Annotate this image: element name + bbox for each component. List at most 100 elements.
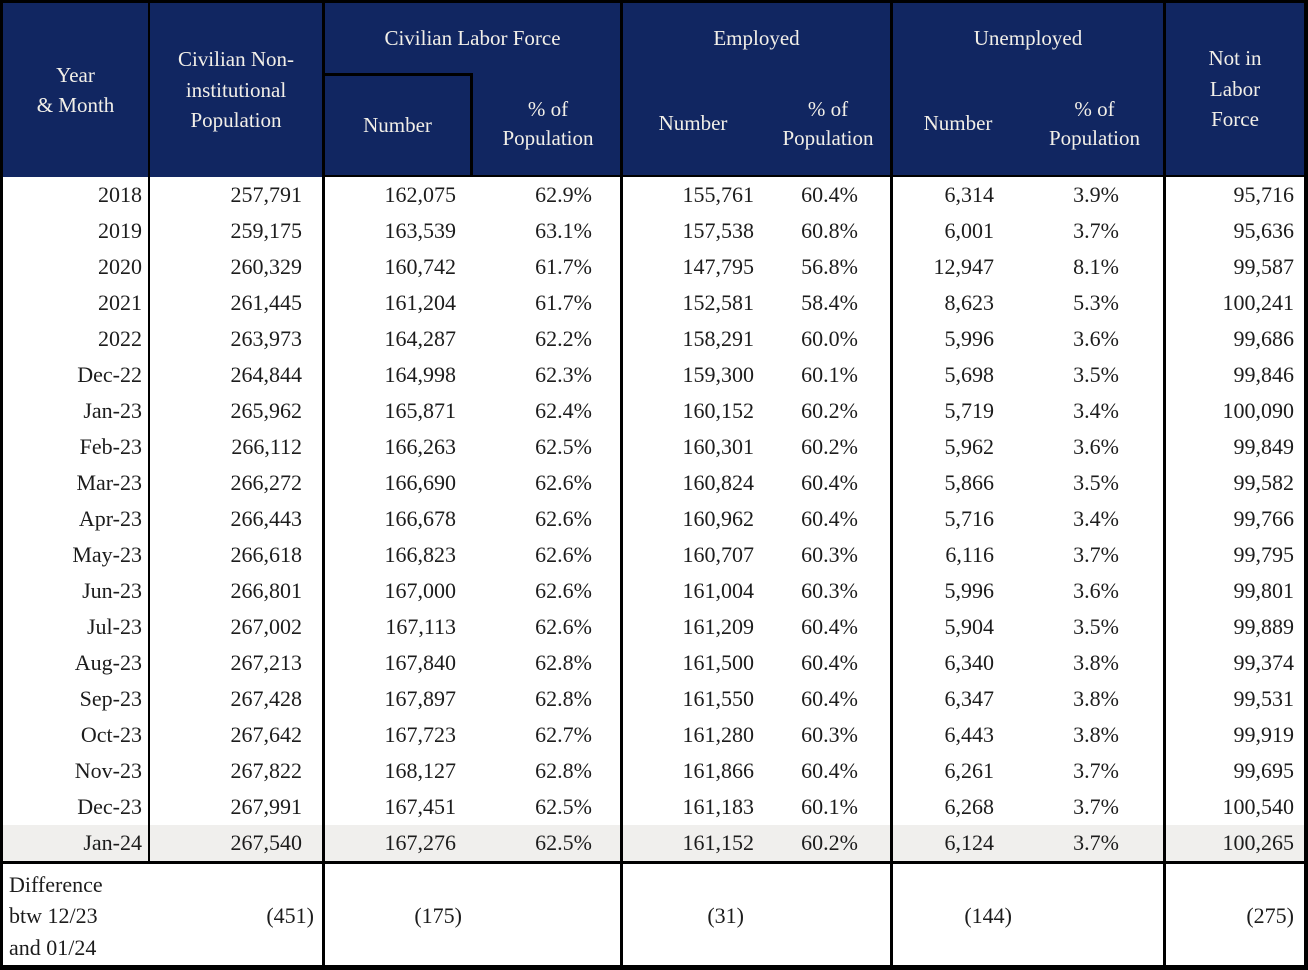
cell-employed-number: 161,866 [620, 753, 760, 789]
table-row: Feb-23 266,112 166,263 62.5% 160,301 60.… [3, 429, 1304, 465]
cell-year-month: 2022 [98, 326, 142, 351]
cell-clf-pct: 61.7% [535, 254, 592, 279]
cell-clf-number: 161,204 [322, 285, 470, 321]
header-section-employed: Employed Number % of Population [620, 3, 890, 177]
cell-clf-number: 167,000 [322, 573, 470, 609]
cell-unemployed-number: 5,716 [890, 501, 1020, 537]
cell-not-in-labor-force: 95,636 [1163, 213, 1304, 249]
cell-population: 266,801 [148, 573, 322, 609]
table-row: Sep-23 267,428 167,897 62.8% 161,550 60.… [3, 681, 1304, 717]
cell-clf-number: 163,539 [322, 213, 470, 249]
cell-employed-pct: 60.1% [801, 362, 858, 387]
cell-clf-number: 165,871 [322, 393, 470, 429]
cell-clf-pct: 62.6% [535, 578, 592, 603]
cell-not-in-labor-force: 99,582 [1163, 465, 1304, 501]
cell-employed-number: 160,824 [620, 465, 760, 501]
difference-population: (451) [266, 903, 314, 928]
cell-unemployed-number: 6,347 [890, 681, 1020, 717]
cell-unemployed-pct: 3.4% [1073, 398, 1119, 423]
cell-population: 266,443 [148, 501, 322, 537]
cell-unemployed-pct: 3.8% [1073, 722, 1119, 747]
cell-year-month: Aug-23 [74, 650, 142, 675]
cell-clf-number: 166,690 [322, 465, 470, 501]
table-row: 2020 260,329 160,742 61.7% 147,795 56.8%… [3, 249, 1304, 285]
cell-not-in-labor-force: 99,587 [1163, 249, 1304, 285]
cell-population: 266,272 [148, 465, 322, 501]
table-row: Jan-23 265,962 165,871 62.4% 160,152 60.… [3, 393, 1304, 429]
cell-unemployed-number: 6,268 [890, 789, 1020, 825]
cell-clf-number: 164,998 [322, 357, 470, 393]
cell-clf-pct: 62.5% [535, 830, 592, 855]
cell-clf-number: 167,276 [322, 825, 470, 861]
table-row: Dec-22 264,844 164,998 62.3% 159,300 60.… [3, 357, 1304, 393]
cell-population: 267,002 [148, 609, 322, 645]
cell-clf-number: 167,840 [322, 645, 470, 681]
cell-unemployed-number: 5,904 [890, 609, 1020, 645]
cell-population: 265,962 [148, 393, 322, 429]
cell-clf-number: 162,075 [322, 177, 470, 213]
header-clf-label: Civilian Labor Force [384, 25, 561, 50]
cell-year-month: 2018 [98, 182, 142, 207]
cell-population: 267,642 [148, 717, 322, 753]
cell-year-month: 2021 [98, 290, 142, 315]
cell-unemployed-number: 5,962 [890, 429, 1020, 465]
cell-year-month: Apr-23 [78, 506, 142, 531]
cell-population: 259,175 [148, 213, 322, 249]
cell-employed-number: 161,183 [620, 789, 760, 825]
cell-unemployed-number: 5,996 [890, 321, 1020, 357]
cell-employed-number: 161,550 [620, 681, 760, 717]
cell-not-in-labor-force: 100,241 [1163, 285, 1304, 321]
cell-unemployed-pct: 3.7% [1073, 218, 1119, 243]
cell-clf-number: 167,723 [322, 717, 470, 753]
cell-population: 266,112 [148, 429, 322, 465]
header-employed-label: Employed [713, 25, 800, 50]
table-row: Jan-24 267,540 167,276 62.5% 161,152 60.… [3, 825, 1304, 861]
table-row: Aug-23 267,213 167,840 62.8% 161,500 60.… [3, 645, 1304, 681]
cell-population: 267,991 [148, 789, 322, 825]
cell-population: 261,445 [148, 285, 322, 321]
table-body: 2018 257,791 162,075 62.9% 155,761 60.4%… [3, 177, 1304, 861]
cell-not-in-labor-force: 99,849 [1163, 429, 1304, 465]
cell-employed-number: 155,761 [620, 177, 760, 213]
cell-clf-pct: 61.7% [535, 290, 592, 315]
cell-clf-number: 167,451 [322, 789, 470, 825]
cell-year-month: Sep-23 [79, 686, 142, 711]
cell-unemployed-pct: 3.8% [1073, 650, 1119, 675]
cell-employed-number: 161,280 [620, 717, 760, 753]
cell-not-in-labor-force: 99,531 [1163, 681, 1304, 717]
cell-unemployed-pct: 5.3% [1073, 290, 1119, 315]
cell-employed-pct: 60.2% [801, 398, 858, 423]
cell-not-in-labor-force: 99,801 [1163, 573, 1304, 609]
header-employed-pct-of-population: % of Population [782, 96, 874, 150]
cell-population: 260,329 [148, 249, 322, 285]
cell-population: 267,213 [148, 645, 322, 681]
cell-population: 266,618 [148, 537, 322, 573]
cell-unemployed-number: 5,996 [890, 573, 1020, 609]
cell-unemployed-pct: 3.6% [1073, 326, 1119, 351]
header-section-unemployed: Unemployed Number % of Population [890, 3, 1163, 177]
cell-clf-pct: 62.6% [535, 506, 592, 531]
cell-employed-pct: 60.4% [801, 650, 858, 675]
cell-not-in-labor-force: 99,919 [1163, 717, 1304, 753]
table-row: Jul-23 267,002 167,113 62.6% 161,209 60.… [3, 609, 1304, 645]
cell-unemployed-number: 6,340 [890, 645, 1020, 681]
cell-employed-number: 159,300 [620, 357, 760, 393]
difference-label: Difference btw 12/23 and 01/24 [9, 872, 103, 960]
cell-year-month: Dec-22 [77, 362, 142, 387]
cell-clf-pct: 62.5% [535, 434, 592, 459]
cell-clf-pct: 62.3% [535, 362, 592, 387]
cell-clf-pct: 62.6% [535, 470, 592, 495]
cell-not-in-labor-force: 99,766 [1163, 501, 1304, 537]
table-row: Jun-23 266,801 167,000 62.6% 161,004 60.… [3, 573, 1304, 609]
cell-not-in-labor-force: 100,090 [1163, 393, 1304, 429]
table-row: Nov-23 267,822 168,127 62.8% 161,866 60.… [3, 753, 1304, 789]
cell-year-month: Feb-23 [79, 434, 142, 459]
cell-clf-pct: 62.8% [535, 650, 592, 675]
cell-clf-number: 166,263 [322, 429, 470, 465]
cell-unemployed-pct: 3.7% [1073, 758, 1119, 783]
cell-population: 263,973 [148, 321, 322, 357]
cell-employed-number: 157,538 [620, 213, 760, 249]
cell-year-month: Jul-23 [87, 614, 142, 639]
cell-unemployed-number: 12,947 [890, 249, 1020, 285]
cell-not-in-labor-force: 100,265 [1163, 825, 1304, 861]
